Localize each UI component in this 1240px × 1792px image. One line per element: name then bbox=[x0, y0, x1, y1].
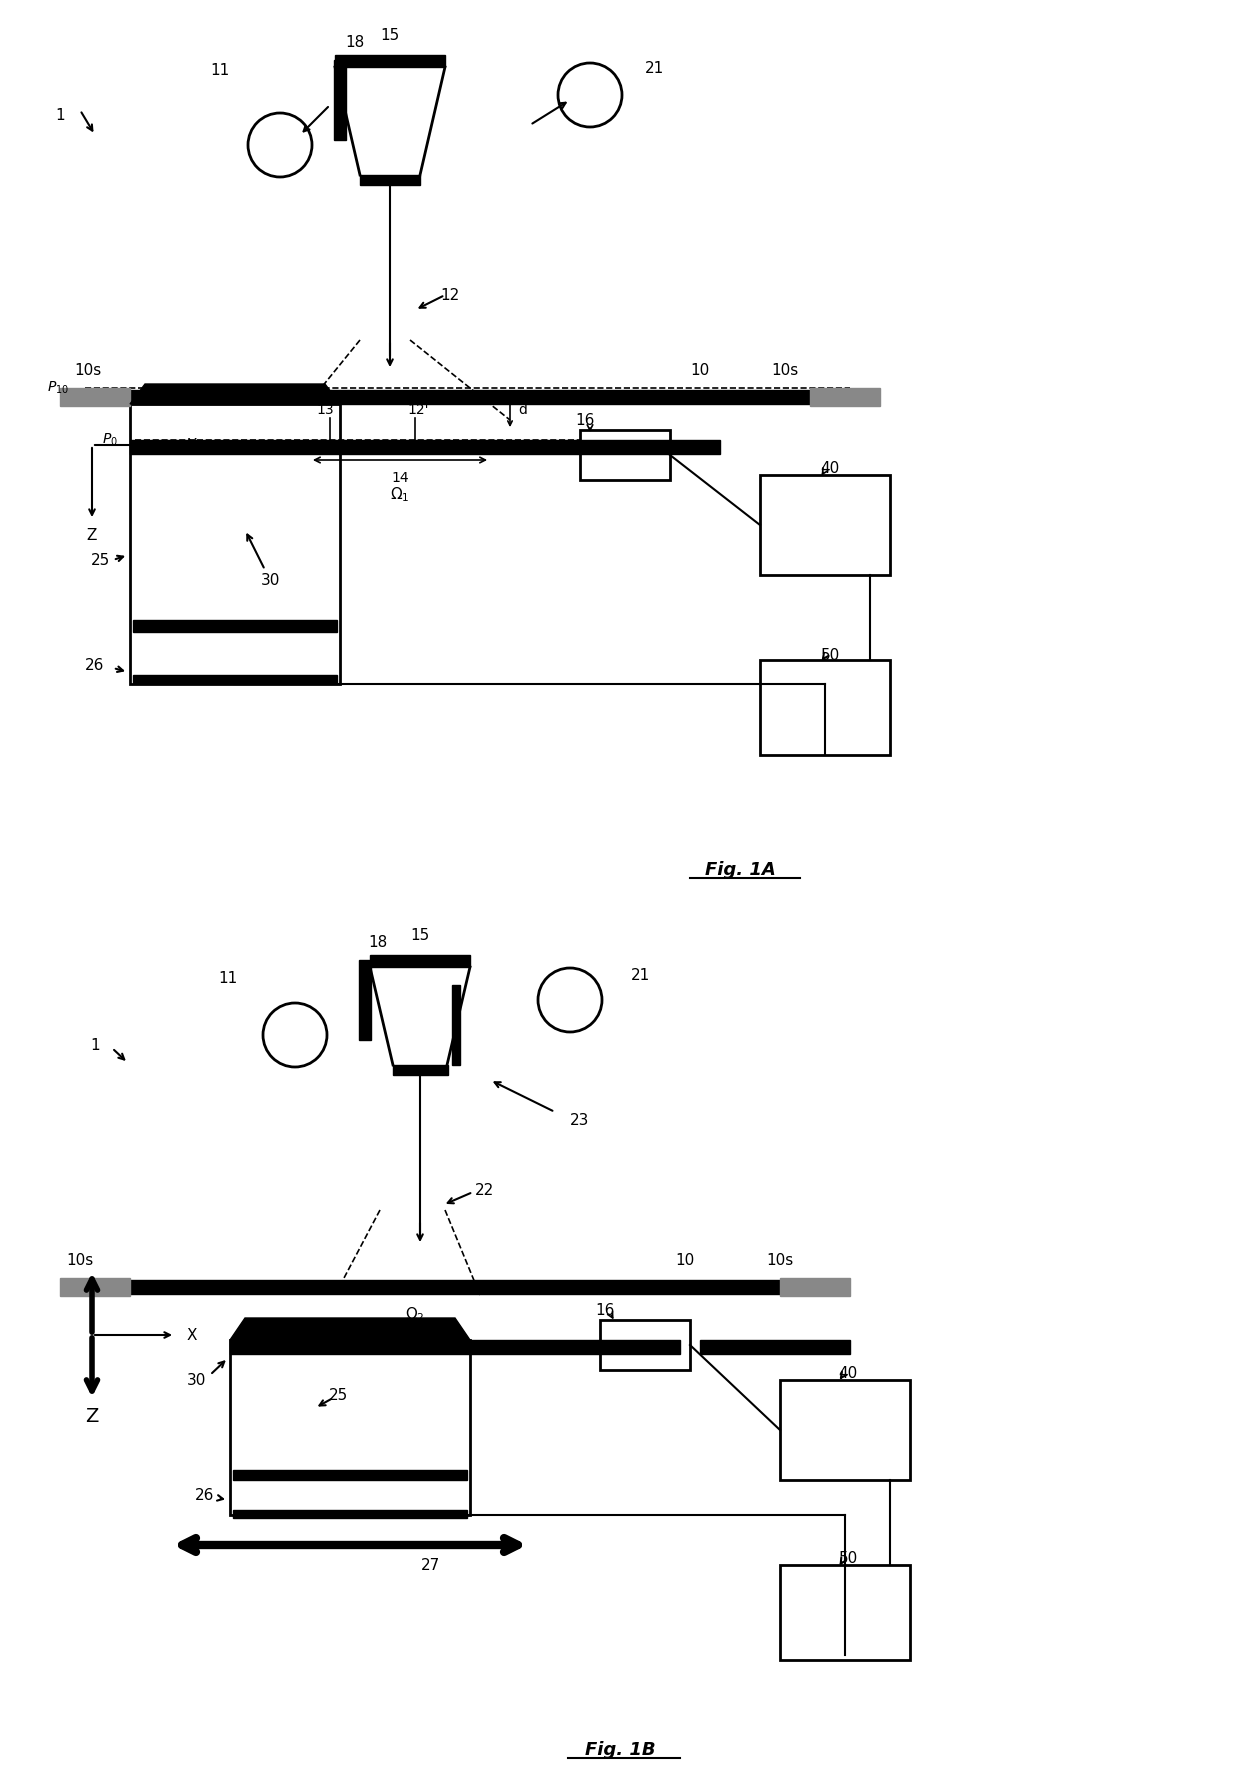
Text: $\Omega_2$: $\Omega_2$ bbox=[405, 1306, 425, 1324]
Bar bbox=[130, 391, 810, 403]
Text: 12': 12' bbox=[407, 403, 429, 418]
Text: 16: 16 bbox=[575, 412, 595, 428]
Circle shape bbox=[558, 63, 622, 127]
Text: 10s: 10s bbox=[67, 1253, 94, 1267]
Bar bbox=[60, 1278, 130, 1296]
Bar bbox=[133, 676, 337, 683]
Bar bbox=[60, 389, 130, 407]
Bar bbox=[360, 961, 371, 1039]
Text: 25: 25 bbox=[329, 1387, 347, 1403]
Bar bbox=[393, 1064, 448, 1075]
Text: 16: 16 bbox=[595, 1303, 615, 1317]
Text: 18: 18 bbox=[368, 934, 388, 950]
Text: 50: 50 bbox=[838, 1550, 858, 1566]
Bar bbox=[360, 176, 420, 185]
Text: 13: 13 bbox=[316, 403, 334, 418]
Bar bbox=[334, 59, 346, 140]
Text: 50: 50 bbox=[821, 647, 839, 663]
FancyBboxPatch shape bbox=[229, 1340, 470, 1514]
Text: X: X bbox=[187, 437, 197, 453]
Text: $P_{10}$: $P_{10}$ bbox=[47, 380, 69, 396]
Text: $P_0$: $P_0$ bbox=[102, 432, 118, 448]
Polygon shape bbox=[130, 383, 340, 403]
FancyBboxPatch shape bbox=[780, 1564, 910, 1659]
Text: 40: 40 bbox=[838, 1366, 858, 1380]
Bar bbox=[130, 441, 720, 453]
Text: 10s: 10s bbox=[766, 1253, 794, 1267]
Text: 22: 22 bbox=[475, 1183, 495, 1197]
Text: Z: Z bbox=[86, 1407, 99, 1425]
FancyBboxPatch shape bbox=[600, 1321, 689, 1371]
Text: 10: 10 bbox=[676, 1253, 694, 1267]
Text: 27: 27 bbox=[420, 1557, 440, 1573]
Text: 21: 21 bbox=[630, 968, 650, 982]
Bar bbox=[133, 620, 337, 633]
Text: 26: 26 bbox=[196, 1487, 215, 1502]
Text: 10: 10 bbox=[691, 362, 709, 378]
Text: 11: 11 bbox=[218, 971, 238, 986]
Text: 26: 26 bbox=[86, 658, 104, 672]
Text: 21: 21 bbox=[645, 61, 665, 75]
Text: 11: 11 bbox=[211, 63, 229, 77]
Text: 10s: 10s bbox=[74, 362, 102, 378]
FancyBboxPatch shape bbox=[580, 430, 670, 480]
Text: 10s: 10s bbox=[771, 362, 799, 378]
Text: 12: 12 bbox=[440, 287, 460, 303]
Text: $\Omega_1$: $\Omega_1$ bbox=[391, 486, 409, 504]
Circle shape bbox=[248, 113, 312, 177]
Text: 1: 1 bbox=[91, 1038, 99, 1052]
Bar bbox=[810, 389, 880, 407]
Bar bbox=[233, 1469, 467, 1480]
Text: Fig. 1B: Fig. 1B bbox=[585, 1742, 655, 1760]
Text: 30: 30 bbox=[260, 572, 280, 588]
Text: 18: 18 bbox=[346, 34, 365, 50]
Text: 14: 14 bbox=[391, 471, 409, 486]
Text: 40: 40 bbox=[821, 461, 839, 475]
Text: 15: 15 bbox=[381, 27, 399, 43]
FancyBboxPatch shape bbox=[780, 1380, 910, 1480]
Bar bbox=[370, 955, 470, 968]
Circle shape bbox=[538, 968, 601, 1032]
FancyBboxPatch shape bbox=[760, 475, 890, 575]
Text: 30: 30 bbox=[187, 1373, 207, 1387]
Bar bbox=[130, 1279, 780, 1294]
Text: Fig. 1A: Fig. 1A bbox=[704, 860, 775, 880]
FancyBboxPatch shape bbox=[760, 659, 890, 754]
Polygon shape bbox=[229, 1317, 470, 1340]
Text: 23: 23 bbox=[570, 1113, 590, 1127]
Text: X: X bbox=[187, 1328, 197, 1342]
Bar bbox=[229, 1340, 680, 1355]
Text: d: d bbox=[518, 403, 527, 418]
Bar bbox=[233, 1511, 467, 1518]
Bar bbox=[335, 56, 445, 66]
FancyBboxPatch shape bbox=[130, 403, 340, 685]
Text: 25: 25 bbox=[91, 552, 109, 568]
Text: Z: Z bbox=[87, 527, 97, 543]
Bar bbox=[780, 1278, 849, 1296]
Text: 1: 1 bbox=[56, 108, 64, 122]
Bar bbox=[701, 1340, 849, 1355]
Text: 15: 15 bbox=[410, 928, 429, 943]
Circle shape bbox=[263, 1004, 327, 1066]
Bar bbox=[453, 986, 460, 1064]
